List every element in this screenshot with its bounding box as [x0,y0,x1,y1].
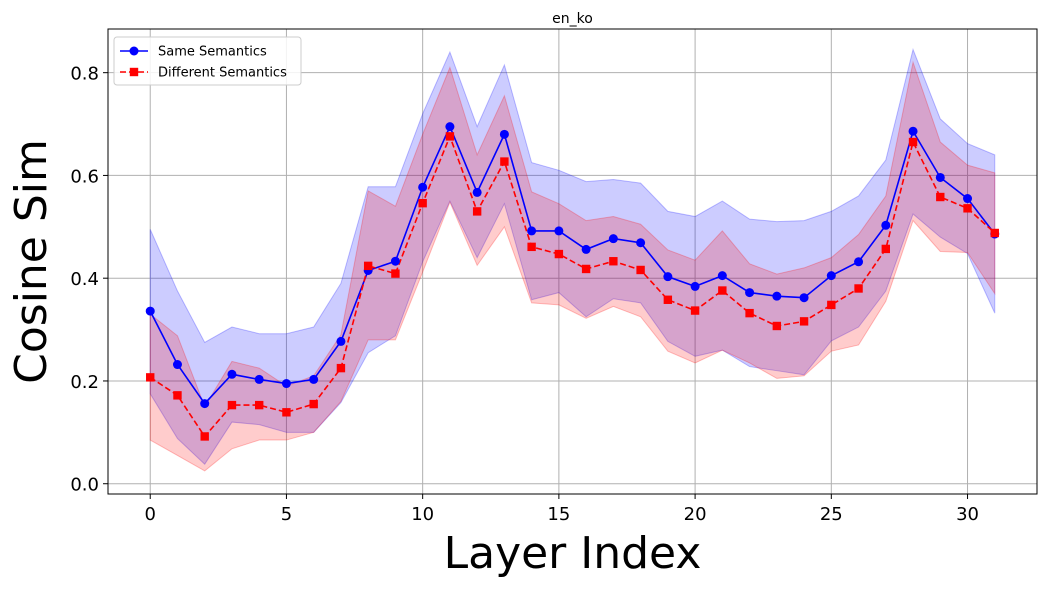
data-point [309,399,318,409]
data-point [336,363,346,373]
data-point [391,269,400,278]
data-point [200,399,210,409]
data-point [745,308,754,318]
data-point [881,220,891,230]
data-point [527,242,536,252]
series-lines [149,124,996,438]
legend-label-1: Different Semantics [158,66,287,81]
data-point [172,360,182,370]
data-point [799,317,809,326]
data-point [581,244,591,254]
confidence-bands [149,47,996,472]
data-point [336,336,346,346]
data-point [227,369,237,379]
data-point [255,400,264,410]
data-point [581,264,591,274]
x-tick-label: 30 [956,504,979,525]
legend-label-0: Same Semantics [158,45,267,60]
data-point [472,207,482,216]
confidence-band-0 [149,47,996,465]
data-point [854,284,863,293]
y-tick-label: 0.8 [70,64,99,85]
data-point [772,291,782,301]
x-axis-label: Layer Index [444,528,702,579]
data-point [990,228,999,238]
data-point [200,432,209,441]
data-point [636,265,645,275]
data-point [935,172,945,182]
data-point [608,234,618,244]
y-tick-label: 0.4 [70,269,99,290]
data-point [963,204,972,213]
data-point [854,257,864,267]
legend-marker-0 [129,46,139,56]
data-point [145,306,155,316]
data-point [963,194,973,204]
series-markers [145,122,1000,441]
x-tick-label: 5 [281,504,292,525]
series-line-1 [149,134,996,438]
x-tick-label: 20 [684,504,707,525]
data-point [908,137,918,147]
data-point [445,132,455,141]
data-point [418,198,427,208]
y-tick-label: 0.0 [70,475,99,496]
data-point [636,238,646,248]
series-line-0 [149,124,996,405]
x-tick-label: 15 [547,504,570,525]
data-point [282,408,291,417]
confidence-band-1 [149,60,996,472]
data-point [173,391,182,400]
data-point [554,226,564,236]
data-point [390,256,400,266]
data-point [690,281,700,291]
data-point [717,271,727,281]
data-point [827,300,836,310]
data-point [363,261,373,271]
x-tick-label: 10 [411,504,434,525]
data-point [881,244,890,254]
data-point [472,187,482,197]
data-point [609,257,618,266]
data-point [663,272,673,282]
data-point [309,374,319,384]
data-point [826,271,836,281]
data-point [227,400,237,410]
axis-ticks: 0 5 10 15 20 25 30 0.0 0.2 0.4 0.6 0.8 [70,64,979,525]
legend: Same Semantics Different Semantics [113,36,302,86]
data-point [418,182,428,192]
x-tick-label: 0 [145,504,156,525]
x-tick-label: 25 [820,504,843,525]
data-point [745,288,755,298]
legend-box [113,36,302,86]
data-point [281,379,291,389]
y-axis-label: Cosine Sim [6,139,57,384]
data-point [908,126,918,136]
data-point [445,122,455,132]
data-point [936,192,945,202]
data-point [499,129,509,139]
chart-title: en_ko [552,11,593,27]
legend-marker-1 [129,67,139,77]
data-point [146,373,155,382]
data-point [799,293,809,303]
data-point [663,295,673,304]
data-point [772,321,782,331]
plot-frame [107,28,1038,495]
data-point [690,306,700,315]
y-tick-label: 0.2 [70,372,99,393]
data-point [718,286,727,295]
data-point [554,249,564,259]
data-point [254,374,264,384]
data-point [527,226,537,236]
data-point [500,157,509,166]
y-tick-label: 0.6 [70,166,99,187]
